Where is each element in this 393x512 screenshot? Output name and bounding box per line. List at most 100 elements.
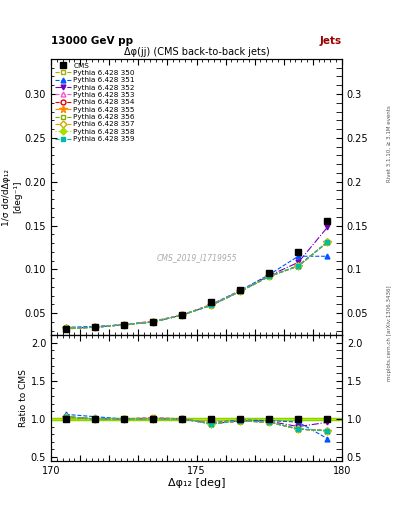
Pythia 6.428 353: [121, 322, 126, 328]
Line: Pythia 6.428 358: Pythia 6.428 358: [63, 240, 330, 331]
Pythia 6.428 355: [151, 319, 155, 325]
Pythia 6.428 356: [296, 263, 301, 269]
Title: Δφ(јј) (CMS back-to-back jets): Δφ(јј) (CMS back-to-back jets): [124, 47, 269, 57]
Pythia 6.428 354: [209, 302, 213, 308]
Pythia 6.428 353: [151, 318, 155, 324]
Pythia 6.428 351: [325, 253, 330, 259]
Pythia 6.428 359: [92, 324, 97, 330]
Pythia 6.428 354: [238, 288, 242, 294]
Pythia 6.428 350: [180, 312, 184, 318]
Pythia 6.428 350: [325, 239, 330, 245]
Pythia 6.428 357: [296, 263, 301, 269]
Pythia 6.428 357: [325, 239, 330, 245]
Pythia 6.428 354: [92, 324, 97, 330]
Pythia 6.428 351: [238, 287, 242, 293]
Pythia 6.428 350: [296, 263, 301, 269]
Pythia 6.428 356: [121, 322, 126, 328]
Y-axis label: Ratio to CMS: Ratio to CMS: [19, 369, 28, 427]
Pythia 6.428 355: [238, 288, 242, 294]
Pythia 6.428 352: [325, 224, 330, 230]
Pythia 6.428 355: [180, 312, 184, 318]
Pythia 6.428 356: [267, 273, 272, 280]
Pythia 6.428 353: [238, 288, 242, 294]
Line: Pythia 6.428 352: Pythia 6.428 352: [63, 225, 330, 331]
Pythia 6.428 353: [296, 263, 301, 269]
Pythia 6.428 358: [151, 319, 155, 325]
Pythia 6.428 357: [92, 324, 97, 330]
Pythia 6.428 354: [180, 312, 184, 318]
Pythia 6.428 355: [121, 322, 126, 328]
Pythia 6.428 358: [209, 302, 213, 308]
Pythia 6.428 359: [209, 302, 213, 308]
Line: Pythia 6.428 357: Pythia 6.428 357: [63, 240, 330, 331]
Pythia 6.428 350: [63, 326, 68, 332]
Pythia 6.428 351: [209, 302, 213, 308]
Line: Pythia 6.428 356: Pythia 6.428 356: [63, 240, 330, 331]
Pythia 6.428 353: [267, 273, 272, 280]
Pythia 6.428 354: [296, 263, 301, 269]
Pythia 6.428 352: [238, 288, 242, 294]
X-axis label: Δφ₁₂ [deg]: Δφ₁₂ [deg]: [168, 478, 225, 488]
Text: CMS_2019_I1719955: CMS_2019_I1719955: [156, 253, 237, 262]
Text: mcplots.cern.ch [arXiv:1306.3436]: mcplots.cern.ch [arXiv:1306.3436]: [387, 285, 392, 380]
Pythia 6.428 357: [238, 288, 242, 294]
Line: Pythia 6.428 351: Pythia 6.428 351: [63, 254, 330, 330]
Pythia 6.428 358: [296, 263, 301, 269]
Text: 13000 GeV pp: 13000 GeV pp: [51, 36, 133, 46]
Pythia 6.428 356: [151, 319, 155, 325]
Pythia 6.428 357: [63, 325, 68, 331]
CMS: [92, 324, 97, 330]
Pythia 6.428 350: [267, 273, 272, 280]
CMS: [209, 299, 213, 305]
Pythia 6.428 357: [121, 322, 126, 328]
Pythia 6.428 357: [209, 302, 213, 308]
Pythia 6.428 351: [180, 312, 184, 318]
Pythia 6.428 351: [267, 271, 272, 278]
Line: Pythia 6.428 353: Pythia 6.428 353: [63, 240, 330, 331]
Pythia 6.428 357: [267, 273, 272, 280]
CMS: [180, 312, 184, 318]
Pythia 6.428 352: [121, 322, 126, 328]
Pythia 6.428 352: [296, 259, 301, 265]
Pythia 6.428 355: [325, 239, 330, 245]
Line: Pythia 6.428 359: Pythia 6.428 359: [63, 240, 330, 331]
Pythia 6.428 354: [325, 239, 330, 245]
Pythia 6.428 351: [151, 319, 155, 325]
Line: Pythia 6.428 355: Pythia 6.428 355: [62, 239, 331, 332]
Pythia 6.428 359: [238, 288, 242, 294]
Text: Rivet 3.1.10, ≥ 3.1M events: Rivet 3.1.10, ≥ 3.1M events: [387, 105, 392, 182]
Pythia 6.428 350: [151, 318, 155, 324]
Pythia 6.428 351: [121, 322, 126, 328]
Pythia 6.428 358: [92, 324, 97, 330]
Legend: CMS, Pythia 6.428 350, Pythia 6.428 351, Pythia 6.428 352, Pythia 6.428 353, Pyt: CMS, Pythia 6.428 350, Pythia 6.428 351,…: [53, 61, 136, 143]
Pythia 6.428 353: [325, 239, 330, 245]
Pythia 6.428 356: [238, 288, 242, 294]
Pythia 6.428 350: [92, 324, 97, 330]
Pythia 6.428 359: [296, 263, 301, 269]
Line: Pythia 6.428 350: Pythia 6.428 350: [63, 240, 330, 331]
Text: Jets: Jets: [320, 36, 342, 46]
Pythia 6.428 359: [325, 239, 330, 245]
Pythia 6.428 354: [267, 273, 272, 280]
CMS: [121, 322, 126, 328]
Pythia 6.428 356: [209, 302, 213, 308]
Pythia 6.428 355: [296, 263, 301, 269]
Pythia 6.428 355: [92, 324, 97, 330]
Pythia 6.428 355: [267, 273, 272, 280]
Pythia 6.428 351: [92, 324, 97, 330]
Pythia 6.428 358: [63, 325, 68, 331]
Pythia 6.428 353: [209, 302, 213, 308]
Pythia 6.428 351: [63, 324, 68, 330]
Pythia 6.428 352: [151, 319, 155, 325]
Pythia 6.428 352: [180, 312, 184, 318]
CMS: [151, 319, 155, 325]
Pythia 6.428 359: [267, 273, 272, 280]
Pythia 6.428 358: [325, 239, 330, 245]
Pythia 6.428 350: [121, 322, 126, 328]
Pythia 6.428 352: [92, 324, 97, 330]
Pythia 6.428 352: [209, 302, 213, 308]
Pythia 6.428 350: [238, 288, 242, 294]
CMS: [267, 270, 272, 276]
Pythia 6.428 351: [296, 253, 301, 259]
Pythia 6.428 353: [92, 324, 97, 330]
